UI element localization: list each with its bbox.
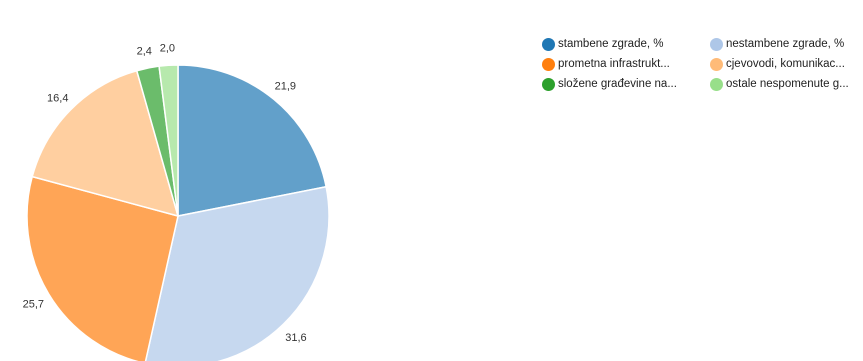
pie-slice-prometna-infrastrukt[interactable] bbox=[26, 175, 179, 361]
legend-item-prometna-infrastrukt[interactable]: prometna infrastrukt... bbox=[542, 56, 710, 72]
legend-item-nestambene-zgrade[interactable]: nestambene zgrade, % bbox=[710, 36, 860, 52]
legend-swatch bbox=[710, 37, 723, 51]
data-label-nestambene-zgrade: 31,6 bbox=[285, 332, 306, 344]
legend-swatch bbox=[710, 57, 723, 71]
pie-slice-nestambene-zgrade[interactable] bbox=[144, 185, 330, 361]
legend-label: složene građevine na... bbox=[558, 78, 677, 90]
legend-label: cjevovodi, komunikac... bbox=[726, 58, 845, 70]
legend-swatch bbox=[542, 77, 555, 91]
legend-item-cjevovodi-komunikac[interactable]: cjevovodi, komunikac... bbox=[710, 56, 860, 72]
legend-swatch bbox=[542, 37, 555, 51]
legend-item-stambene-zgrade[interactable]: stambene zgrade, % bbox=[542, 36, 710, 52]
legend-label: prometna infrastrukt... bbox=[558, 58, 670, 70]
data-label-stambene-zgrade: 21,9 bbox=[275, 80, 296, 92]
pie-slice-ostale-nespomenute-g[interactable] bbox=[158, 64, 179, 217]
data-label-slozene-gradevine-na: 2,4 bbox=[137, 45, 152, 57]
pie-slice-stambene-zgrade[interactable] bbox=[177, 64, 328, 217]
data-label-cjevovodi-komunikac: 16,4 bbox=[47, 92, 68, 104]
data-label-ostale-nespomenute-g: 2,0 bbox=[160, 42, 175, 54]
data-label-prometna-infrastrukt: 25,7 bbox=[23, 298, 44, 310]
pie-slices bbox=[26, 64, 330, 361]
pie-slice-cjevovodi-komunikac[interactable] bbox=[31, 69, 180, 218]
legend-item-ostale-nespomenute-g[interactable]: ostale nespomenute g... bbox=[710, 76, 860, 92]
legend-swatch bbox=[710, 77, 723, 91]
legend-label: stambene zgrade, % bbox=[558, 38, 664, 50]
legend: stambene zgrade, % nestambene zgrade, % pr… bbox=[542, 36, 860, 92]
legend-item-slozene-gradevine-na[interactable]: složene građevine na... bbox=[542, 76, 710, 92]
pie-data-labels: 21,9 31,6 25,7 16,4 2,4 2,0 bbox=[23, 42, 307, 344]
legend-label: nestambene zgrade, % bbox=[726, 38, 845, 50]
legend-label: ostale nespomenute g... bbox=[726, 78, 849, 90]
legend-swatch bbox=[542, 57, 555, 71]
